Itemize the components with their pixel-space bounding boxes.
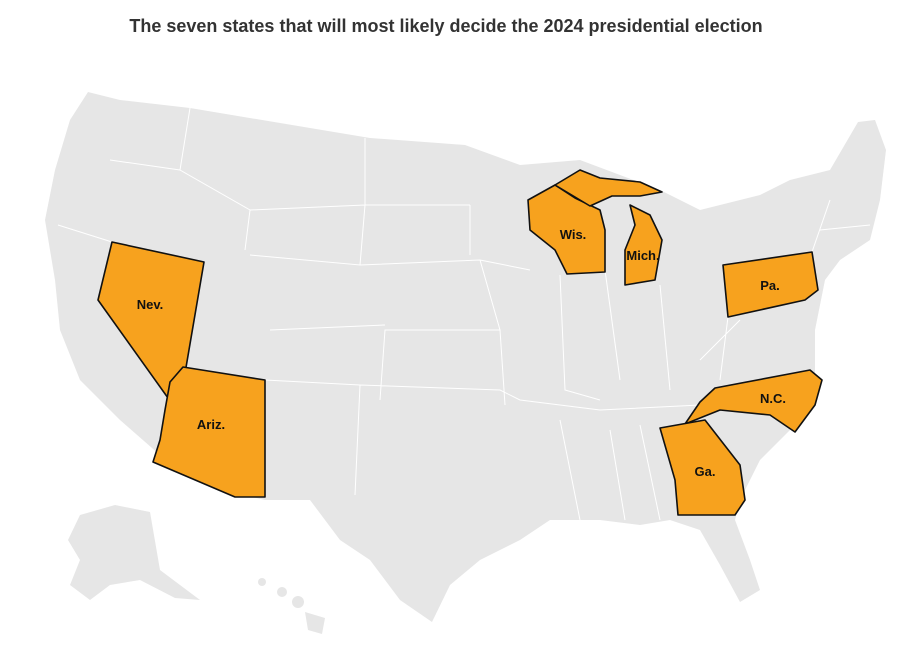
- hawaii: [258, 578, 325, 634]
- alaska: [68, 505, 200, 600]
- state-borders: [57, 107, 871, 521]
- label-nevada: Nev.: [137, 297, 164, 312]
- label-arizona: Ariz.: [197, 417, 225, 432]
- state-pennsylvania[interactable]: [722, 251, 819, 318]
- state-north-carolina[interactable]: [684, 369, 823, 433]
- swing-states: [97, 169, 823, 516]
- state-michigan[interactable]: [624, 204, 663, 286]
- label-georgia: Ga.: [695, 464, 716, 479]
- label-michigan: Mich.: [626, 248, 659, 263]
- label-wisconsin: Wis.: [560, 227, 587, 242]
- label-pennsylvania: Pa.: [760, 278, 780, 293]
- state-georgia[interactable]: [659, 419, 746, 516]
- state-michigan-upper[interactable]: [554, 169, 663, 207]
- state-labels: Nev. Ariz. Wis. Mich. Pa. N.C. Ga.: [137, 227, 786, 479]
- label-north-carolina: N.C.: [760, 391, 786, 406]
- state-arizona[interactable]: [152, 366, 266, 498]
- map-title: The seven states that will most likely d…: [129, 16, 763, 36]
